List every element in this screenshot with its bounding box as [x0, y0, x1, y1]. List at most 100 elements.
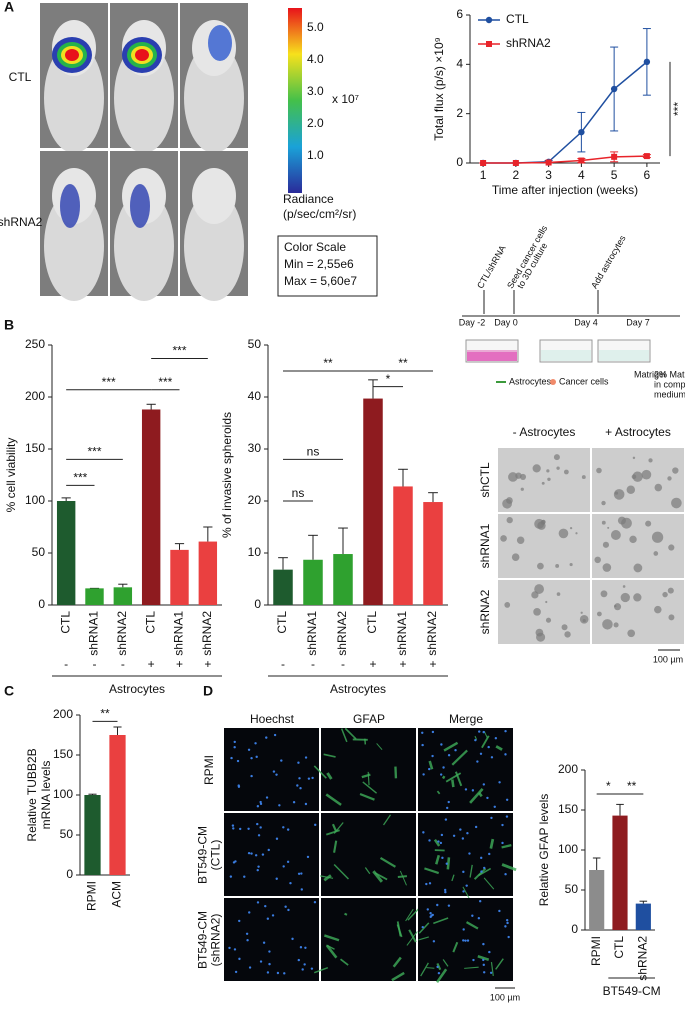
nucleus [429, 911, 432, 915]
bar [303, 559, 323, 605]
nucleus [299, 787, 302, 790]
nucleus [276, 971, 280, 975]
significance-label: *** [158, 375, 172, 389]
nucleus [254, 742, 257, 745]
gfap-signal [490, 962, 494, 977]
gfap-signal [495, 958, 504, 970]
scale-label: 100 µm [653, 654, 683, 664]
spheroid [575, 532, 578, 535]
astrocyte-sign: - [93, 657, 97, 671]
y-tick-label: 150 [53, 747, 73, 761]
astrocyte-sign: + [369, 657, 376, 671]
x-tick-label: shRNA2 [636, 936, 650, 981]
nucleus [291, 937, 294, 941]
astrocyte-sign: + [399, 657, 406, 671]
nucleus [248, 911, 251, 914]
y-tick-label: 4 [456, 57, 463, 71]
colorbar-tick: 4.0 [307, 52, 324, 66]
y-tick-label: 200 [25, 389, 45, 403]
nucleus [421, 925, 424, 929]
nucleus [443, 888, 447, 892]
colorbar-tick: 1.0 [307, 148, 324, 162]
colorbar-tick: 3.0 [307, 84, 324, 98]
spheroid [508, 472, 518, 482]
nucleus [262, 941, 266, 944]
column-header: Hoechst [250, 712, 295, 726]
nucleus [304, 946, 307, 949]
nucleus [304, 802, 308, 806]
nucleus [428, 767, 431, 771]
color-scale-box [277, 235, 378, 297]
spheroid [531, 591, 539, 599]
nucleus [504, 753, 507, 756]
nucleus [454, 749, 457, 752]
astrocyte-sign: + [176, 657, 183, 671]
nucleus [476, 760, 479, 763]
y-tick-label: 150 [25, 441, 45, 455]
gfap-signal [443, 741, 459, 752]
nucleus [278, 804, 281, 807]
bar [198, 541, 218, 605]
nucleus [490, 816, 493, 820]
significance-label: ** [627, 779, 637, 793]
nucleus [297, 958, 301, 962]
nucleus [248, 966, 252, 969]
spheroid [502, 498, 512, 509]
gfap-signal [445, 772, 462, 783]
spheroid [541, 481, 545, 485]
y-tick-label: 30 [248, 441, 262, 455]
nucleus [287, 908, 290, 912]
bar [612, 815, 628, 930]
point [512, 160, 519, 166]
spheroid [506, 516, 513, 524]
nucleus [477, 917, 481, 920]
nucleus [464, 939, 467, 942]
nucleus [304, 756, 308, 759]
gfap-signal [462, 886, 471, 901]
point [610, 85, 618, 93]
y-tick-label: 200 [558, 762, 578, 776]
nucleus [250, 852, 253, 855]
timeline-legend: Astrocytes [509, 376, 552, 386]
bar [109, 735, 126, 875]
nucleus [482, 971, 486, 974]
nucleus [247, 827, 250, 831]
gfap-signal [359, 792, 375, 801]
gfap-signal [501, 863, 517, 872]
nucleus [504, 925, 507, 928]
nucleus [442, 766, 445, 769]
nucleus [440, 743, 443, 746]
nucleus [507, 935, 510, 939]
nucleus [493, 805, 496, 809]
spheroid [532, 464, 541, 473]
y-tick-label: 100 [558, 842, 578, 856]
gfap-signal [418, 936, 429, 941]
row-label: CTL [9, 70, 32, 84]
gfap-signal [433, 838, 441, 847]
nucleus [498, 909, 501, 913]
spheroid [627, 629, 636, 638]
nucleus [286, 860, 290, 864]
spheroid [504, 602, 511, 608]
spheroid [602, 541, 610, 548]
nucleus [313, 901, 317, 904]
bar [170, 549, 189, 605]
astrocyte-sign: - [341, 657, 345, 671]
nucleus [306, 855, 310, 859]
stain-image [224, 898, 319, 981]
y-tick-label: 0 [456, 155, 463, 169]
legend-marker [485, 16, 493, 24]
gfap-signal [344, 727, 357, 740]
spheroid [668, 614, 675, 621]
spheroid [631, 474, 637, 480]
colorbar-tick: 2.0 [307, 116, 324, 130]
spheroid [553, 454, 560, 461]
nucleus [429, 915, 432, 919]
x-tick-label: 5 [611, 168, 618, 182]
series-line [483, 61, 648, 164]
bar [635, 903, 651, 930]
nucleus [439, 773, 443, 776]
nucleus [441, 856, 444, 860]
bar [85, 588, 104, 605]
